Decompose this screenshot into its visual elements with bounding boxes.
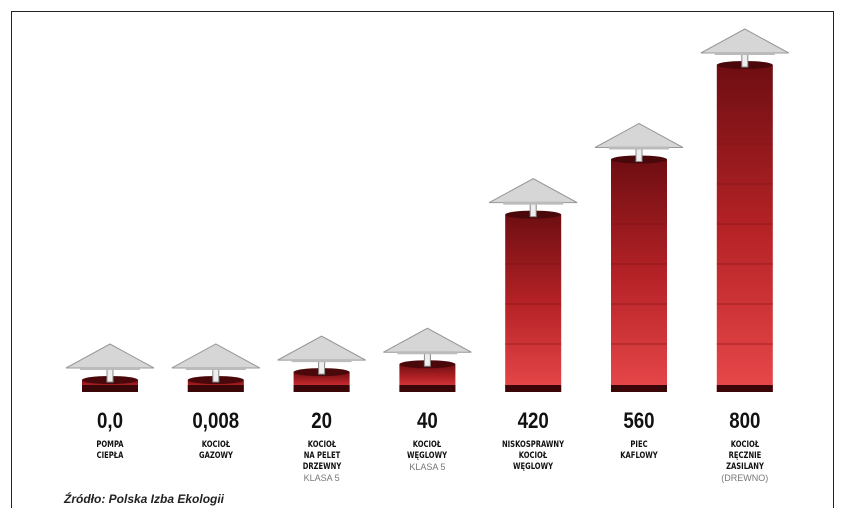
chimney-cap [594, 122, 684, 148]
x-tick-label: KOCIOŁ GAZOWY [198, 440, 233, 461]
x-tick-label: KOCIOŁ WĘGLOWY [407, 440, 448, 461]
category-note: KLASA 5 [303, 473, 340, 483]
chimney-cap [65, 343, 155, 369]
chimney-cap [488, 178, 578, 204]
x-tick-label: KOCIOŁ RĘCZNIE ZASILANY [725, 440, 764, 472]
bar-base [399, 385, 456, 392]
bar-base [611, 385, 667, 392]
chimney-rim [714, 52, 775, 55]
frame [11, 11, 834, 508]
chimney-rim [291, 359, 352, 363]
value-label: 420 [518, 410, 549, 434]
value-label: 560 [623, 410, 654, 434]
bar [611, 159, 667, 392]
value-label: 0,0 [97, 410, 123, 434]
chimney-rim [185, 366, 246, 370]
bar-base [187, 385, 244, 392]
chimney-cap [171, 343, 261, 369]
bar-base [82, 385, 138, 392]
chimney-rim [503, 201, 564, 205]
chimney-rim [80, 367, 140, 370]
x-tick-label: KOCIOŁ NA PELET DRZEWNY [302, 440, 341, 472]
value-label: 20 [311, 410, 332, 434]
bar [716, 65, 773, 392]
chimney-rim [397, 351, 458, 355]
chimney-cap [383, 327, 472, 353]
source: Źródło: Polska Izba Ekologii [63, 491, 225, 506]
chimney-rim [609, 146, 669, 150]
bar-base [716, 385, 773, 392]
chimney-cap [277, 335, 366, 361]
value-label: 0,008 [192, 410, 239, 434]
category-note: (DREWNO) [721, 473, 769, 483]
x-tick-label: POMPA CIEPŁA [96, 440, 124, 461]
bar-base [505, 385, 562, 392]
x-tick-label: NISKOSPRAWNY KOCIOŁ WĘGLOWY [502, 440, 565, 472]
category-note: KLASA 5 [409, 462, 446, 472]
bar-base [293, 385, 350, 392]
value-label: 40 [417, 410, 438, 434]
value-label: 800 [729, 410, 760, 434]
x-tick-label: PIEC KAFLOWY [620, 440, 658, 461]
bar [505, 214, 562, 392]
chimney-cap [700, 28, 790, 54]
